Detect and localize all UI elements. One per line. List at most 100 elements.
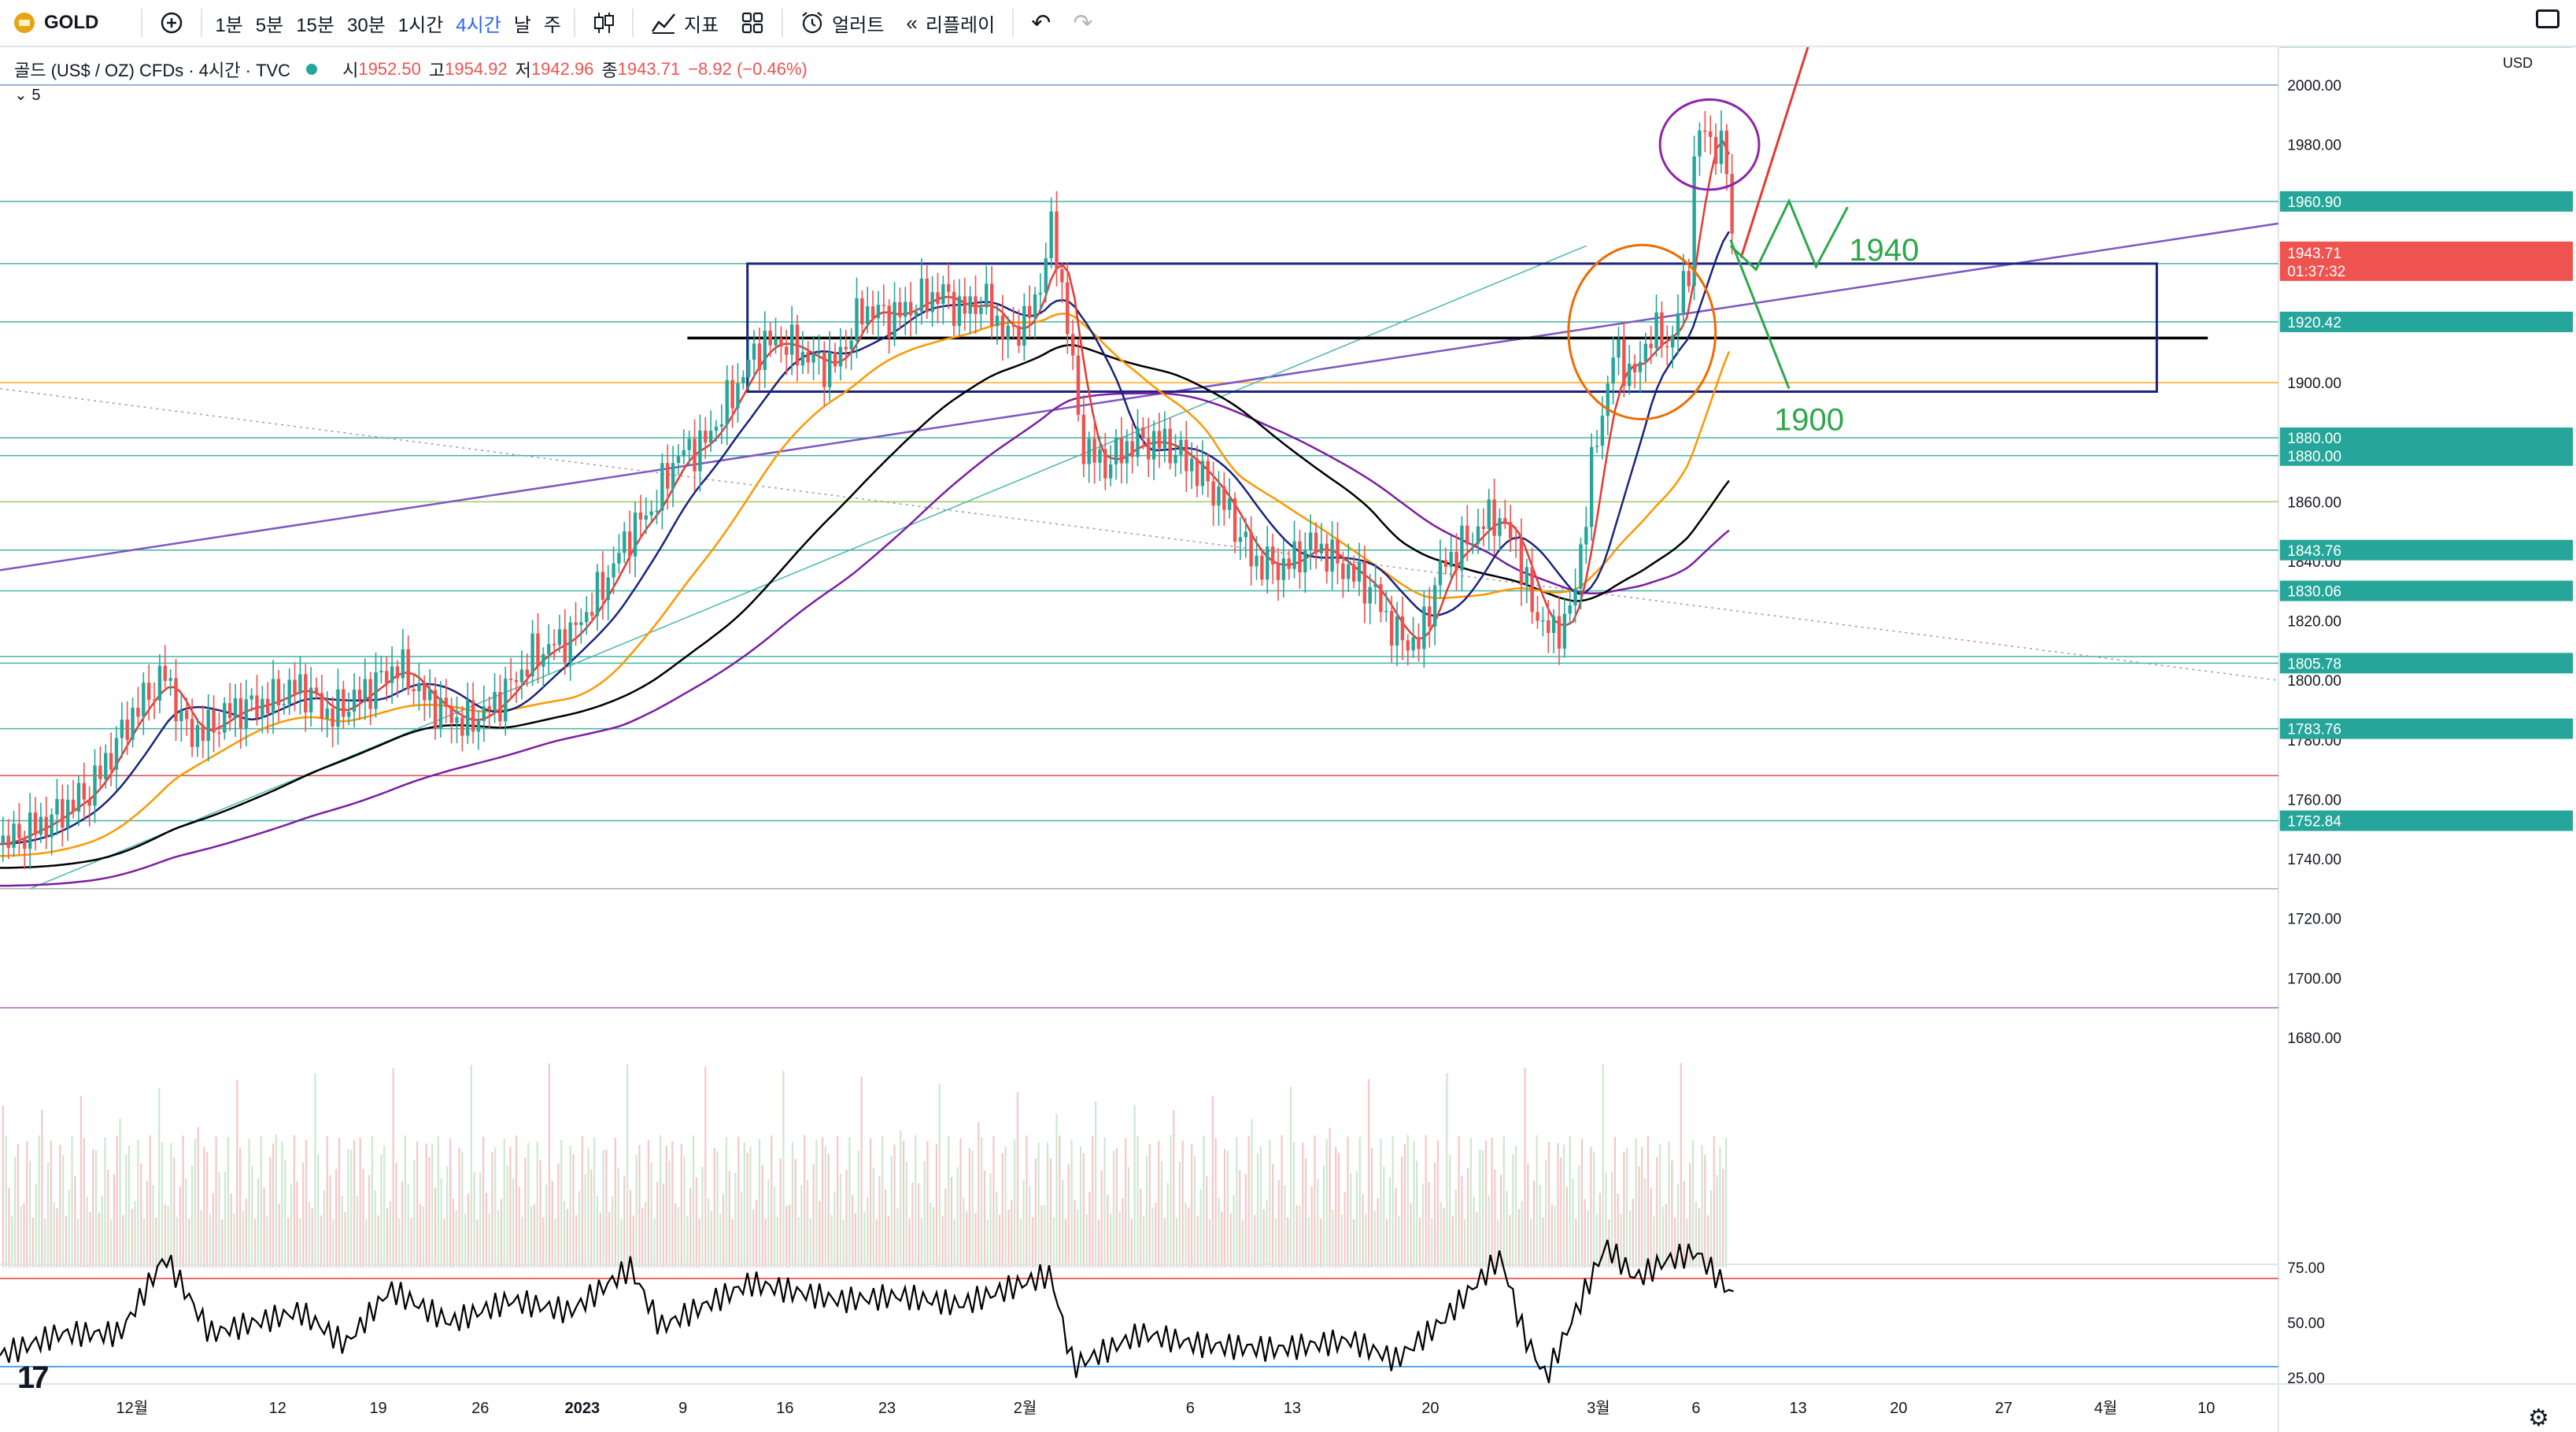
candle-body <box>293 679 297 694</box>
candle-body <box>309 687 313 712</box>
level-tag <box>2279 539 2573 561</box>
symbol-search[interactable]: GOLD <box>0 0 109 46</box>
ma-50-line <box>0 313 1731 857</box>
alert-button[interactable]: 얼러트 <box>789 0 895 46</box>
level-tag <box>2279 718 2573 739</box>
candle-body <box>1400 616 1405 641</box>
annotation-1900: 1900 <box>1774 403 1844 438</box>
indicator-legend[interactable]: ⌄ 5 <box>14 85 40 105</box>
candle-body <box>23 838 27 849</box>
compare-button[interactable] <box>149 0 194 46</box>
candle-body <box>71 799 76 812</box>
interval-1d[interactable]: 날 <box>508 0 538 46</box>
interval-30m[interactable]: 30분 <box>341 0 392 46</box>
candle-body <box>61 798 65 828</box>
chart-type-button[interactable] <box>582 0 626 46</box>
undo-button[interactable]: ↶ <box>1020 0 1062 46</box>
candle-body <box>774 338 778 346</box>
candle-body <box>1351 564 1356 582</box>
candle-body <box>325 708 329 719</box>
symbol-label: GOLD <box>44 12 99 33</box>
time-tick-label: 26 <box>471 1400 489 1417</box>
candle-body <box>395 666 400 679</box>
layouts-button[interactable] <box>730 0 775 46</box>
candle-body <box>1130 441 1134 457</box>
price-tick-label: 1680.00 <box>2287 1031 2341 1047</box>
candle-body <box>1347 564 1351 579</box>
price-chart[interactable]: 2020194019002020.002000.001980.001960.00… <box>0 47 2576 1432</box>
interval-label: 1시간 <box>397 14 444 36</box>
candle-body <box>449 706 453 723</box>
tradingview-logo[interactable]: 17 <box>17 1360 49 1395</box>
candle-body <box>676 456 681 464</box>
candle-body <box>1470 543 1475 546</box>
green-zigzag-projection <box>1729 198 1849 272</box>
interval-4h[interactable]: 4시간 <box>449 0 508 46</box>
level-tag-label: 1880.00 <box>2287 449 2341 465</box>
candle-body <box>336 689 340 727</box>
candle-body <box>514 679 519 683</box>
candle-body <box>660 463 664 511</box>
candle-body <box>1108 464 1113 479</box>
candle-body <box>941 284 945 304</box>
settings-gear-icon[interactable]: ⚙ <box>2528 1405 2549 1431</box>
indicators-icon <box>651 13 675 34</box>
candle-body <box>482 706 486 721</box>
candle-body <box>1314 532 1318 553</box>
currency-label[interactable]: USD <box>2503 55 2533 71</box>
price-tick-label: 1860.00 <box>2287 494 2341 511</box>
interval-15m[interactable]: 15분 <box>290 0 341 46</box>
candle-body <box>346 711 351 717</box>
candle-body <box>595 572 600 616</box>
candle-body <box>1044 258 1048 294</box>
candle-body <box>1000 315 1005 340</box>
candle-body <box>487 706 491 710</box>
candle-body <box>1319 543 1324 553</box>
level-tag-label: 1880.00 <box>2287 431 2341 447</box>
time-tick-label: 27 <box>1995 1400 2012 1417</box>
toolbar-divider <box>573 9 575 37</box>
candle-body <box>881 305 886 306</box>
candle-body <box>1411 637 1415 651</box>
candle-body <box>1595 446 1599 447</box>
candle-body <box>1185 439 1188 472</box>
candle-body <box>925 278 929 313</box>
candle-body <box>460 717 464 736</box>
candle-body <box>1270 546 1275 565</box>
candle-body <box>206 709 210 742</box>
candle-body <box>120 720 124 738</box>
candle-body <box>1189 458 1194 472</box>
candle-body <box>644 515 648 520</box>
candle-body <box>174 678 178 722</box>
candle-body <box>725 379 729 425</box>
candle-body <box>827 352 832 387</box>
interval-5m[interactable]: 5분 <box>249 0 290 46</box>
candle-body <box>1432 585 1437 627</box>
indicators-button[interactable]: 지표 <box>640 0 730 46</box>
top-toolbar: GOLD 1분 5분 15분 30분 1시간 4시간 날 주 지표 얼러트 « … <box>0 0 2576 47</box>
candle-body <box>98 765 102 779</box>
candle-body <box>1454 552 1458 571</box>
candle-body <box>1428 606 1432 627</box>
candle-body <box>1422 606 1426 649</box>
candle-body <box>1060 268 1064 283</box>
high-label: 고 <box>428 61 445 80</box>
candle-body <box>1249 531 1253 567</box>
interval-1m[interactable]: 1분 <box>209 0 249 46</box>
candle-body <box>185 710 189 720</box>
candle-body <box>1028 305 1032 318</box>
replay-button[interactable]: « 리플레이 <box>895 0 1006 46</box>
fullscreen-icon[interactable] <box>2536 9 2559 28</box>
candle-body <box>401 649 405 679</box>
interval-1h[interactable]: 1시간 <box>392 0 450 46</box>
candle-body <box>1136 427 1140 457</box>
candle-body <box>1233 498 1237 542</box>
candle-body <box>1357 561 1362 582</box>
candle-body <box>157 665 162 701</box>
current-price-label: 1943.71 <box>2287 246 2341 262</box>
interval-1w[interactable]: 주 <box>538 0 567 46</box>
time-tick-label: 6 <box>1186 1400 1195 1417</box>
level-tag <box>2279 810 2573 831</box>
candle-body <box>12 823 16 848</box>
redo-button[interactable]: ↷ <box>1062 0 1103 46</box>
